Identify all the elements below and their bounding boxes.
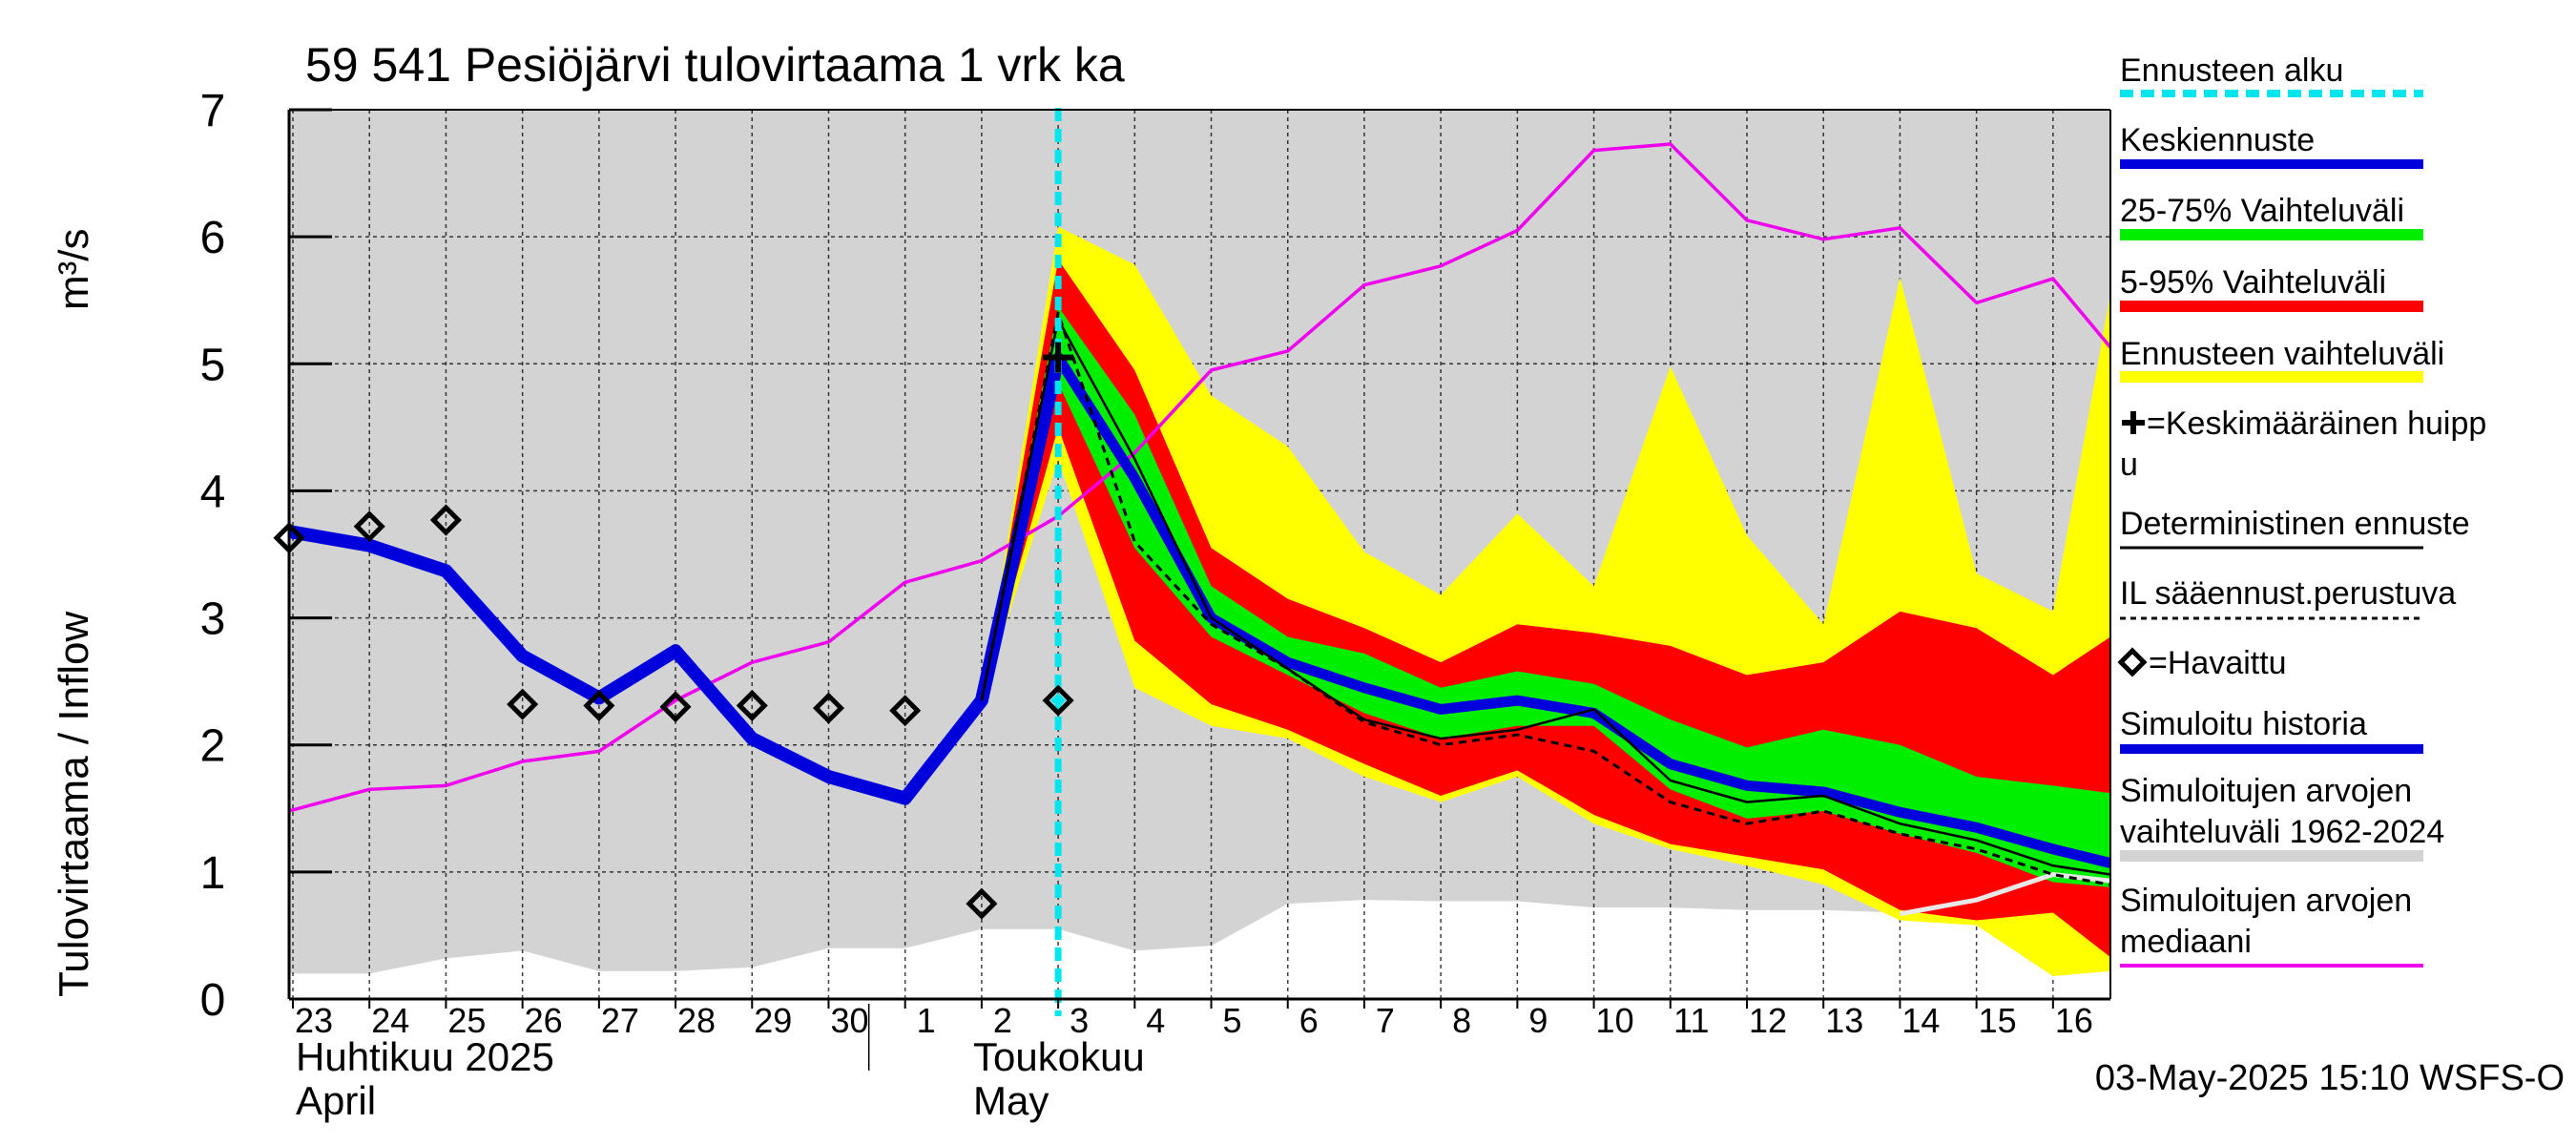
footer-timestamp: 03-May-2025 15:10 WSFS-O bbox=[2095, 1058, 2565, 1098]
observed-point bbox=[736, 689, 768, 721]
x-tick-label: 25 bbox=[447, 1001, 486, 1040]
legend-label: Ennusteen vaihteluväli bbox=[2120, 336, 2444, 372]
legend-label: 5-95% Vaihteluväli bbox=[2120, 264, 2386, 301]
simulated-history-line bbox=[289, 356, 1065, 805]
x-tick-label: 26 bbox=[525, 1001, 563, 1040]
y-tick-label: 6 bbox=[200, 213, 226, 263]
legend-label: =Havaittu bbox=[2149, 645, 2287, 681]
y-tick-label: 1 bbox=[200, 848, 226, 899]
x-tick-label: 13 bbox=[1825, 1001, 1863, 1040]
observed-point-highlight bbox=[1050, 693, 1067, 709]
y-tick-label: 4 bbox=[200, 467, 226, 517]
legend-label: Simuloitu historia bbox=[2120, 706, 2367, 742]
observed-point bbox=[889, 695, 922, 727]
legend: Ennusteen alku Keskiennuste 25-75% Vaihtel… bbox=[2117, 52, 2486, 968]
x-tick-label: 27 bbox=[601, 1001, 639, 1040]
x-tick-label: 14 bbox=[1901, 1001, 1940, 1040]
y-tick-label: 2 bbox=[200, 721, 226, 772]
x-tick-label: 4 bbox=[1146, 1001, 1165, 1040]
legend-label-line2: vaihteluväli 1962-2024 bbox=[2120, 814, 2444, 850]
y-tick-label: 0 bbox=[200, 975, 226, 1026]
plot-clip-group bbox=[289, 110, 2110, 999]
legend-label: IL sääennust.perustuva bbox=[2120, 575, 2456, 612]
legend-label: Deterministinen ennuste bbox=[2120, 506, 2470, 542]
legend-label: =Keskimääräinen huipp bbox=[2147, 406, 2486, 442]
mean-peak-marker bbox=[1043, 342, 1074, 373]
median-line bbox=[289, 142, 2110, 813]
observed-point bbox=[429, 504, 462, 536]
observed-point bbox=[353, 510, 385, 543]
legend-label: Simuloitujen arvojen bbox=[2120, 883, 2412, 919]
x-tick-label: 11 bbox=[1673, 1001, 1709, 1040]
y-tick-label: 3 bbox=[200, 594, 226, 645]
plot-area bbox=[273, 108, 2110, 1016]
observed-point bbox=[812, 692, 845, 724]
mean-forecast-line bbox=[976, 352, 2110, 868]
observed-point bbox=[507, 688, 539, 720]
x-tick-label: 3 bbox=[1070, 1001, 1089, 1040]
x-tick-label: 12 bbox=[1749, 1001, 1787, 1040]
y-axis-unit: m³/s bbox=[51, 228, 97, 310]
month-label-april-fi: Huhtikuu 2025 bbox=[296, 1034, 554, 1079]
observed-point bbox=[1042, 684, 1074, 717]
legend-label: Ennusteen alku bbox=[2120, 52, 2343, 89]
y-tick-label: 7 bbox=[200, 86, 226, 136]
observed-point bbox=[966, 887, 998, 920]
legend-marker-peak bbox=[2122, 411, 2145, 434]
x-tick-label: 6 bbox=[1299, 1001, 1319, 1040]
legend-marker-observed bbox=[2117, 647, 2148, 677]
deterministic-line bbox=[980, 318, 2110, 876]
range-25-75-band bbox=[981, 306, 2110, 887]
legend-label-line2: mediaani bbox=[2120, 924, 2252, 960]
month-label-april-en: April bbox=[296, 1078, 376, 1123]
il-forecast-line bbox=[980, 311, 2110, 886]
legend-label: Simuloitujen arvojen bbox=[2120, 773, 2412, 809]
x-tick-label: 24 bbox=[371, 1001, 409, 1040]
x-tick-label: 1 bbox=[917, 1001, 936, 1040]
legend-label: 25-75% Vaihteluväli bbox=[2120, 193, 2404, 229]
x-tick-label: 9 bbox=[1528, 1001, 1548, 1040]
x-tick-label: 10 bbox=[1596, 1001, 1634, 1040]
x-tick-label: 5 bbox=[1223, 1001, 1242, 1040]
x-tick-label: 2 bbox=[993, 1001, 1012, 1040]
observed-point bbox=[659, 691, 692, 723]
legend-label: Keskiennuste bbox=[2120, 122, 2315, 158]
x-tick-label: 23 bbox=[295, 1001, 333, 1040]
history-min-line bbox=[1899, 872, 2110, 917]
x-tick-label: 30 bbox=[830, 1001, 868, 1040]
x-tick-label: 29 bbox=[754, 1001, 792, 1040]
x-tick-label: 16 bbox=[2055, 1001, 2093, 1040]
x-tick-label: 15 bbox=[1979, 1001, 2017, 1040]
y-axis-title: Tulovirtaama / Inflow bbox=[51, 611, 97, 997]
chart-title: 59 541 Pesiöjärvi tulovirtaama 1 vrk ka bbox=[305, 38, 1125, 92]
y-axis-label: Tulovirtaama / Inflow m³/s bbox=[51, 228, 97, 997]
x-tick-label: 7 bbox=[1376, 1001, 1395, 1040]
month-label-may-en: May bbox=[973, 1078, 1049, 1123]
y-tick-label: 5 bbox=[200, 340, 226, 390]
x-tick-label: 28 bbox=[677, 1001, 716, 1040]
x-tick-label: 8 bbox=[1452, 1001, 1471, 1040]
month-label-may-fi: Toukokuu bbox=[973, 1034, 1145, 1079]
observed-point bbox=[583, 689, 615, 721]
legend-label-line2: u bbox=[2120, 447, 2138, 483]
